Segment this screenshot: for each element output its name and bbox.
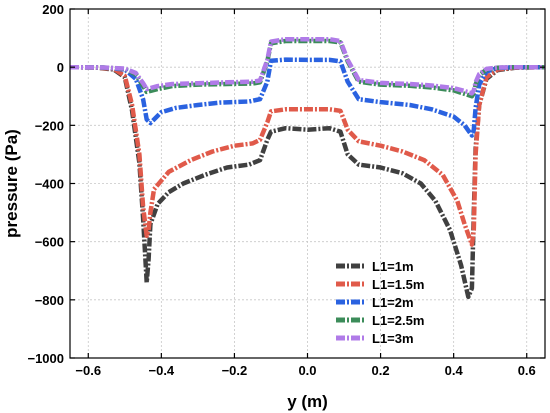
x-tick-label-1: −0.4: [149, 363, 175, 378]
x-tick-label-5: 0.4: [445, 363, 464, 378]
legend-label-3: L1=2m: [372, 295, 414, 310]
legend-label-2: L1=1.5m: [372, 277, 424, 292]
legend-label-5: L1=3m: [372, 331, 414, 346]
y-tick-label-5: 0: [57, 60, 64, 75]
y-tick-label-2: −600: [35, 235, 64, 250]
x-tick-label-0: −0.6: [75, 363, 101, 378]
legend: L1=1m L1=1.5m L1=2m L1=2.5m L1=3m: [336, 259, 424, 346]
y-tick-label-6: 200: [42, 2, 64, 17]
legend-label-1: L1=1m: [372, 259, 414, 274]
y-axis-title: pressure (Pa): [2, 129, 21, 238]
x-axis-title: y (m): [287, 392, 328, 411]
y-tick-label-3: −400: [35, 177, 64, 192]
y-tick-label-0: −1000: [27, 351, 64, 366]
legend-label-4: L1=2.5m: [372, 313, 424, 328]
x-tick-label-2: −0.2: [222, 363, 248, 378]
y-tick-label-4: −200: [35, 118, 64, 133]
x-tick-label-6: 0.6: [518, 363, 536, 378]
x-tick-label-3: 0.0: [298, 363, 316, 378]
x-tick-label-4: 0.2: [372, 363, 390, 378]
y-tick-label-1: −800: [35, 293, 64, 308]
